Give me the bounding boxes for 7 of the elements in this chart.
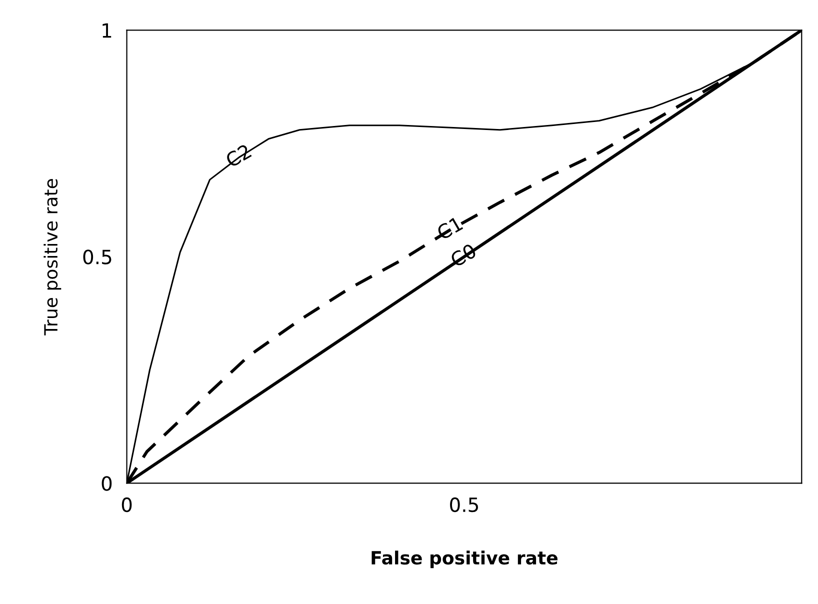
annotation: C2 bbox=[224, 144, 252, 168]
y-tick-label: 0 bbox=[102, 476, 112, 491]
y-tick-label: 1 bbox=[102, 23, 112, 38]
x-axis-title: False positive rate bbox=[372, 550, 558, 568]
y-tick-label: 0.5 bbox=[83, 250, 112, 264]
annotation: C1 bbox=[436, 216, 464, 240]
y-axis-title: True positive rate bbox=[44, 179, 62, 336]
